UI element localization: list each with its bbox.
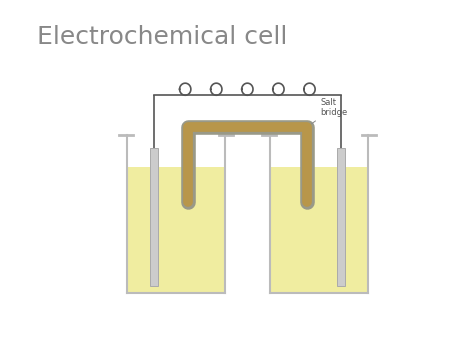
- Text: Electrochemical cell: Electrochemical cell: [37, 25, 288, 49]
- Bar: [126, 167, 225, 293]
- Text: Salt
bridge: Salt bridge: [311, 98, 348, 124]
- Bar: [337, 148, 345, 286]
- Bar: [270, 167, 368, 293]
- Bar: [150, 148, 158, 286]
